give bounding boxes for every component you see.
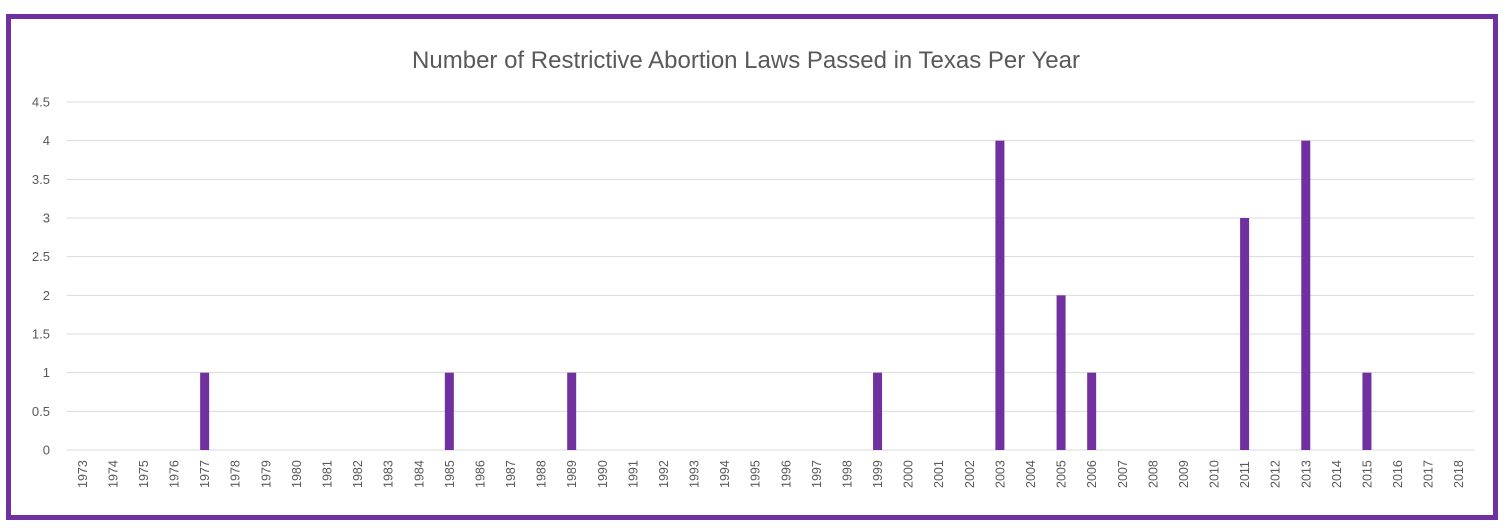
x-tick-label: 1990	[596, 460, 610, 488]
x-tick-label: 1993	[688, 460, 702, 488]
chart-title: Number of Restrictive Abortion Laws Pass…	[412, 47, 1080, 74]
x-tick-label: 2015	[1360, 460, 1374, 488]
x-tick-label: 2008	[1146, 460, 1160, 488]
y-tick-label: 3.5	[32, 172, 50, 187]
x-tick-label: 1991	[626, 460, 640, 488]
x-axis-tick-labels: 1973 1974 1975 1976 1977 1978 1979 1980 1981 1982…	[76, 460, 1466, 488]
x-tick-label: 1998	[840, 460, 854, 488]
x-tick-label: 1976	[168, 460, 182, 488]
x-tick-label: 1973	[76, 460, 90, 488]
bar-2015	[1362, 372, 1372, 450]
chart-frame	[6, 14, 1498, 520]
x-tick-label: 2013	[1299, 460, 1313, 488]
x-tick-label: 1989	[565, 460, 579, 488]
y-tick-label: 1	[43, 365, 50, 380]
x-tick-label: 2012	[1269, 460, 1283, 488]
x-tick-label: 1996	[779, 460, 793, 488]
x-tick-label: 1978	[229, 460, 243, 488]
y-tick-label: 0	[43, 443, 50, 458]
x-tick-label: 2016	[1391, 460, 1405, 488]
x-tick-label: 1999	[871, 460, 885, 488]
x-tick-label: 2007	[1116, 460, 1130, 488]
y-axis-tick-labels: 0 0.5 1 1.5 2 2.5 3 3.5 4 4.5	[32, 95, 50, 458]
gridlines	[67, 101, 1474, 451]
x-tick-label: 2011	[1238, 461, 1252, 488]
x-tick-label: 1980	[290, 460, 304, 488]
x-tick-label: 2009	[1177, 460, 1191, 488]
bar-2013	[1301, 140, 1311, 450]
x-tick-label: 2006	[1085, 460, 1099, 488]
bars	[200, 140, 1372, 450]
x-tick-label: 1997	[810, 460, 824, 488]
y-tick-label: 2	[43, 288, 50, 303]
x-tick-label: 1977	[198, 460, 212, 488]
bar-2005	[1056, 295, 1066, 450]
x-tick-label: 2018	[1452, 460, 1466, 488]
x-tick-label: 2002	[963, 460, 977, 488]
bar-2003	[995, 140, 1005, 450]
x-tick-label: 1994	[718, 460, 732, 488]
x-tick-label: 1988	[535, 460, 549, 488]
x-tick-label: 1992	[657, 460, 671, 488]
x-tick-label: 1975	[137, 460, 151, 488]
y-tick-label: 0.5	[32, 404, 50, 419]
bar-1977	[200, 372, 210, 450]
bar-1999	[873, 372, 883, 450]
y-tick-label: 4.5	[32, 95, 50, 110]
x-tick-label: 1985	[443, 460, 457, 488]
x-tick-label: 1986	[473, 460, 487, 488]
x-tick-label: 1974	[106, 460, 120, 488]
x-tick-label: 2014	[1330, 460, 1344, 488]
x-tick-label: 1987	[504, 460, 518, 488]
x-tick-label: 2003	[993, 460, 1007, 488]
bar-1989	[567, 372, 577, 450]
bar-1985	[444, 372, 454, 450]
x-tick-label: 1983	[382, 460, 396, 488]
x-tick-label: 1995	[749, 460, 763, 488]
x-tick-label: 1979	[259, 460, 273, 488]
y-tick-label: 4	[43, 133, 50, 148]
y-tick-label: 1.5	[32, 327, 50, 342]
x-tick-label: 1981	[320, 460, 334, 488]
x-tick-label: 2000	[902, 460, 916, 488]
y-tick-label: 3	[43, 211, 50, 226]
x-tick-label: 2004	[1024, 460, 1038, 488]
x-tick-label: 2005	[1055, 460, 1069, 488]
x-tick-label: 1984	[412, 460, 426, 488]
x-tick-label: 1982	[351, 460, 365, 488]
y-tick-label: 2.5	[32, 249, 50, 264]
x-tick-label: 2001	[932, 460, 946, 488]
bar-2011	[1240, 218, 1250, 450]
x-tick-label: 2017	[1422, 460, 1436, 488]
bar-2006	[1087, 372, 1097, 450]
x-tick-label: 2010	[1208, 460, 1222, 488]
